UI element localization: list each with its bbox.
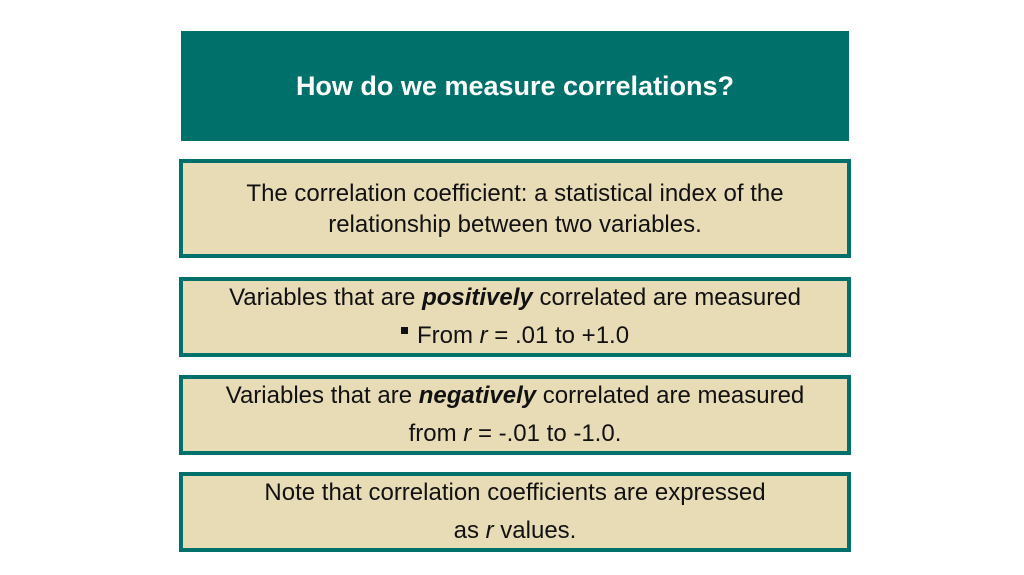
title: How do we measure correlations?: [295, 70, 735, 101]
text-line: from r = -.01 to -1.0.: [409, 415, 622, 453]
emphasis: positively: [422, 284, 533, 311]
text-line: Variables that are negatively correlated…: [226, 377, 805, 415]
text: The correlation coefficient: a statistic…: [246, 179, 784, 207]
text: from: [408, 420, 464, 447]
text: = .01 to +1.0: [487, 322, 630, 349]
emphasis: negatively: [418, 382, 537, 409]
variable: r: [463, 420, 472, 447]
text: values.: [493, 517, 577, 544]
text: Variables that are: [229, 284, 423, 311]
definition-box: The correlation coefficient: a statistic…: [179, 159, 851, 258]
negative-box: Variables that are negatively correlated…: [179, 375, 851, 455]
variable: r: [479, 322, 488, 349]
text: From: [416, 322, 480, 349]
text: Note that correlation coefficients are e…: [264, 479, 766, 506]
bullet: [400, 327, 408, 334]
title-bar: How do we measure correlations?: [181, 31, 849, 141]
text-line: relationship between two variables.: [328, 209, 702, 240]
positive-box: Variables that are positively correlated…: [179, 277, 851, 357]
text: correlated are measured: [532, 284, 801, 311]
text: relationship between two variables.: [328, 210, 702, 238]
text: = -.01 to -1.0.: [471, 420, 622, 447]
text: Variables that are: [225, 382, 419, 409]
text-line: From r = .01 to +1.0: [400, 317, 630, 355]
text: as: [453, 517, 486, 544]
text-line: as r values.: [454, 512, 577, 550]
note-box: Note that correlation coefficients are e…: [179, 472, 851, 552]
text-line: Note that correlation coefficients are e…: [264, 474, 765, 512]
variable: r: [485, 517, 494, 544]
text-line: Variables that are positively correlated…: [229, 279, 801, 317]
text: correlated are measured: [536, 382, 805, 409]
text-line: The correlation coefficient: a statistic…: [246, 178, 783, 209]
